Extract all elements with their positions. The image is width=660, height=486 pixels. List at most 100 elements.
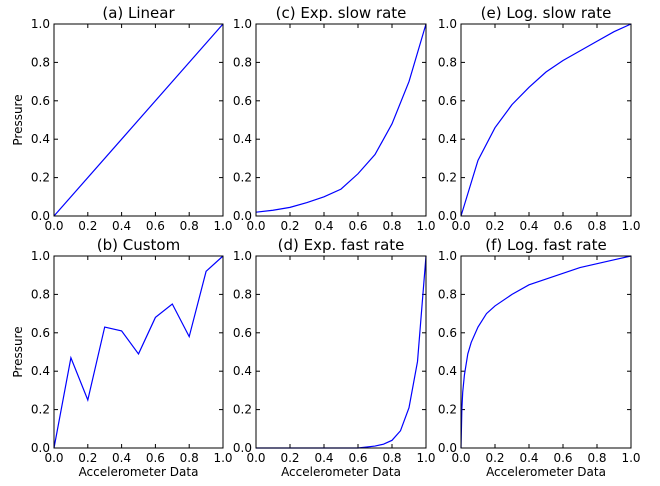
x-tick-label: 0.0 [44, 451, 63, 465]
y-tick-label: 1.0 [233, 17, 252, 31]
subplot-2: 0.0 0.2 0.4 0.6 0.8 1.0 0.0 0.2 0.4 0.6 0.8 1.0 (e) … [438, 4, 641, 233]
x-tick-label: 0.4 [314, 219, 333, 233]
x-tick-label: 0.6 [553, 451, 572, 465]
x-tick-label: 0.8 [382, 451, 401, 465]
y-tick-label: 0.4 [31, 132, 50, 146]
axes-frame [460, 23, 632, 217]
subplot-0: 0.0 0.2 0.4 0.6 0.8 1.0 0.0 0.2 0.4 0.6 0.8 1.0 (a) … [11, 4, 233, 233]
axes-frame [255, 255, 427, 449]
series-line [53, 23, 224, 217]
x-tick-label: 0.8 [587, 451, 606, 465]
x-tick-label: 0.0 [451, 219, 470, 233]
y-tick-label: 0.2 [31, 171, 50, 185]
y-tick-label: 1.0 [31, 249, 50, 263]
y-tick-label: 0.0 [233, 441, 252, 455]
y-tick-label: 0.0 [31, 441, 50, 455]
subplot-title: (d) Exp. fast rate [278, 236, 405, 254]
x-tick-label: 0.4 [519, 219, 538, 233]
y-axis-label: Pressure [11, 326, 25, 377]
y-tick-label: 0.2 [438, 171, 457, 185]
y-tick-label: 1.0 [31, 17, 50, 31]
x-tick-label: 0.2 [280, 219, 299, 233]
x-axis-label: Accelerometer Data [281, 465, 401, 479]
axes-frame [460, 255, 632, 449]
x-tick-label: 0.6 [146, 219, 165, 233]
axes-frame [255, 23, 427, 217]
y-tick-label: 0.0 [438, 209, 457, 223]
x-tick-label: 0.2 [280, 451, 299, 465]
subplot-title: (c) Exp. slow rate [276, 4, 407, 22]
x-tick-label: 1.0 [213, 219, 232, 233]
y-tick-label: 0.6 [31, 94, 50, 108]
x-tick-label: 0.6 [348, 219, 367, 233]
y-tick-label: 0.2 [31, 403, 50, 417]
y-tick-label: 0.0 [31, 209, 50, 223]
x-axis-label: Accelerometer Data [79, 465, 199, 479]
y-tick-label: 0.0 [438, 441, 457, 455]
series-line [460, 23, 632, 217]
x-tick-label: 0.6 [553, 219, 572, 233]
axes-frame [53, 23, 224, 217]
series-line [53, 255, 224, 449]
y-tick-label: 0.8 [438, 287, 457, 301]
subplot-title: (b) Custom [97, 236, 180, 254]
x-tick-label: 0.6 [348, 451, 367, 465]
subplot-title: (a) Linear [102, 4, 175, 22]
x-tick-label: 0.2 [485, 451, 504, 465]
x-tick-label: 0.0 [451, 451, 470, 465]
x-tick-label: 1.0 [416, 219, 435, 233]
x-tick-label: 0.4 [519, 451, 538, 465]
series-line [255, 23, 427, 213]
y-tick-label: 0.6 [233, 94, 252, 108]
x-tick-label: 0.4 [314, 451, 333, 465]
y-tick-label: 0.4 [438, 132, 457, 146]
x-tick-label: 0.0 [246, 451, 265, 465]
y-tick-label: 0.8 [233, 55, 252, 69]
y-tick-label: 0.4 [233, 132, 252, 146]
x-tick-label: 1.0 [621, 451, 640, 465]
x-axis-label: Accelerometer Data [486, 465, 606, 479]
y-tick-label: 1.0 [438, 249, 457, 263]
axes-frame [53, 255, 224, 449]
subplot-4: 0.0 0.2 0.4 0.6 0.8 1.0 0.0 0.2 0.4 0.6 0.8 1.0 (d) … [233, 236, 436, 479]
y-axis-label: Pressure [11, 94, 25, 145]
subplot-title: (e) Log. slow rate [481, 4, 612, 22]
y-tick-label: 0.8 [438, 55, 457, 69]
x-tick-label: 0.6 [146, 451, 165, 465]
x-tick-label: 0.0 [246, 219, 265, 233]
subplot-title: (f) Log. fast rate [485, 236, 607, 254]
subplot-1: 0.0 0.2 0.4 0.6 0.8 1.0 0.0 0.2 0.4 0.6 0.8 1.0 (c) … [233, 4, 436, 233]
x-tick-label: 0.8 [382, 219, 401, 233]
y-tick-label: 0.4 [31, 364, 50, 378]
y-tick-label: 0.8 [31, 55, 50, 69]
y-tick-label: 0.6 [233, 326, 252, 340]
y-tick-label: 0.4 [438, 364, 457, 378]
subplot-3: 0.0 0.2 0.4 0.6 0.8 1.0 0.0 0.2 0.4 0.6 0.8 1.0 (b) … [11, 236, 233, 479]
y-tick-label: 0.0 [233, 209, 252, 223]
y-tick-label: 1.0 [233, 249, 252, 263]
y-tick-label: 0.2 [438, 403, 457, 417]
x-tick-label: 0.2 [485, 219, 504, 233]
y-tick-label: 0.2 [233, 403, 252, 417]
y-tick-label: 0.4 [233, 364, 252, 378]
subplot-5: 0.0 0.2 0.4 0.6 0.8 1.0 0.0 0.2 0.4 0.6 0.8 1.0 (f) … [438, 236, 641, 479]
x-tick-label: 0.4 [112, 451, 131, 465]
x-tick-label: 0.8 [180, 451, 199, 465]
y-tick-label: 0.8 [31, 287, 50, 301]
y-tick-label: 0.6 [438, 94, 457, 108]
x-tick-label: 0.4 [112, 219, 131, 233]
y-tick-label: 0.2 [233, 171, 252, 185]
x-tick-label: 1.0 [213, 451, 232, 465]
x-tick-label: 0.8 [587, 219, 606, 233]
x-tick-label: 0.0 [44, 219, 63, 233]
y-tick-label: 0.6 [438, 326, 457, 340]
x-tick-label: 1.0 [621, 219, 640, 233]
y-tick-label: 0.8 [233, 287, 252, 301]
x-tick-label: 0.2 [78, 219, 97, 233]
x-tick-label: 0.2 [78, 451, 97, 465]
series-line [460, 255, 632, 449]
x-tick-label: 0.8 [180, 219, 199, 233]
y-tick-label: 0.6 [31, 326, 50, 340]
